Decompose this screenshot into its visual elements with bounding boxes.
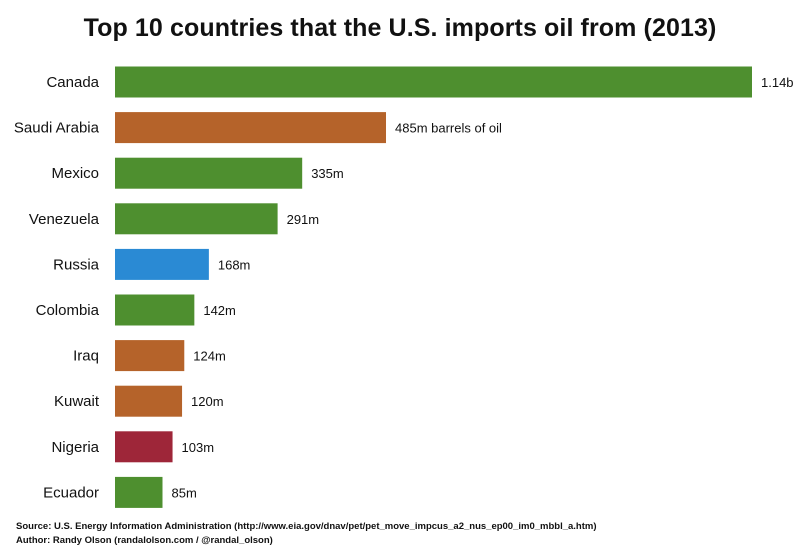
bar-kuwait bbox=[115, 385, 183, 417]
value-label-canada: 1.14b bbox=[761, 75, 794, 90]
bar-ecuador bbox=[115, 476, 163, 508]
category-label-kuwait: Kuwait bbox=[54, 393, 100, 410]
value-label-venezuela: 291m bbox=[287, 212, 320, 227]
bar-nigeria bbox=[115, 431, 173, 463]
category-label-colombia: Colombia bbox=[36, 302, 100, 319]
category-label-ecuador: Ecuador bbox=[43, 484, 99, 501]
category-label-mexico: Mexico bbox=[51, 165, 99, 182]
bar-russia bbox=[115, 248, 209, 280]
category-label-canada: Canada bbox=[46, 74, 99, 91]
value-label-kuwait: 120m bbox=[191, 394, 224, 409]
category-label-saudi-arabia: Saudi Arabia bbox=[14, 120, 100, 137]
value-label-iraq: 124m bbox=[193, 349, 226, 364]
category-label-russia: Russia bbox=[53, 256, 100, 273]
author-note: Author: Randy Olson (randalolson.com / @… bbox=[16, 535, 273, 546]
bar-colombia bbox=[115, 294, 195, 326]
bar-venezuela bbox=[115, 203, 278, 235]
value-label-saudi-arabia: 485m barrels of oil bbox=[395, 121, 502, 136]
value-label-ecuador: 85m bbox=[171, 485, 196, 500]
category-label-nigeria: Nigeria bbox=[51, 439, 99, 456]
category-label-venezuela: Venezuela bbox=[29, 211, 100, 228]
value-label-russia: 168m bbox=[218, 257, 251, 272]
value-label-nigeria: 103m bbox=[182, 440, 215, 455]
chart-title: Top 10 countries that the U.S. imports o… bbox=[83, 14, 717, 42]
value-label-colombia: 142m bbox=[203, 303, 236, 318]
category-label-iraq: Iraq bbox=[73, 348, 99, 365]
bar-iraq bbox=[115, 340, 185, 372]
bar-canada bbox=[115, 66, 752, 98]
value-label-mexico: 335m bbox=[311, 166, 344, 181]
source-note: Source: U.S. Energy Information Administ… bbox=[16, 521, 597, 532]
bar-saudi-arabia bbox=[115, 112, 387, 144]
bar-mexico bbox=[115, 157, 303, 189]
